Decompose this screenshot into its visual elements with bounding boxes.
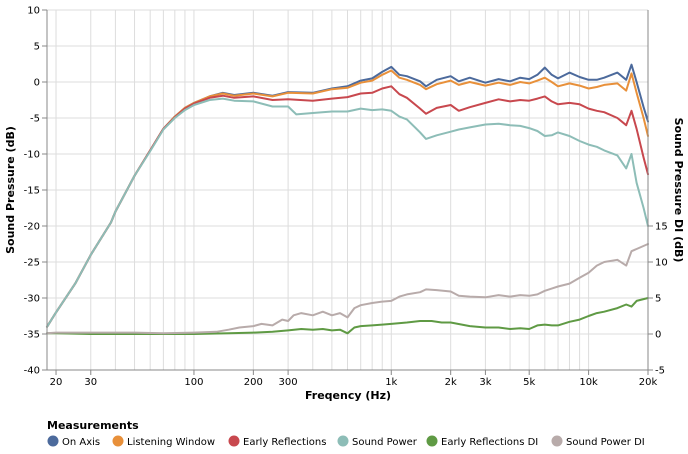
legend-label: Sound Power DI <box>566 437 645 448</box>
y-tick-label: 0 <box>34 78 40 89</box>
legend-label: Listening Window <box>127 437 215 448</box>
y-axis-title: Sound Pressure (dB) <box>4 126 17 254</box>
legend-label: Early Reflections <box>243 437 326 448</box>
series-line-early-reflections-di <box>46 297 649 335</box>
series-line-sound-power-di <box>46 243 649 335</box>
y-axis-right-title: Sound Pressure DI (dB) <box>672 118 685 263</box>
y-tick-label: -10 <box>24 150 40 161</box>
legend: Measurements On Axis Listening Window Earl… <box>47 419 645 448</box>
legend-label: Sound Power <box>352 437 418 448</box>
y-right-tick-label: 5 <box>655 294 661 305</box>
y-tick-label: -35 <box>24 330 40 341</box>
x-tick-label: 1k <box>385 377 397 388</box>
y-right-tick-label: 0 <box>655 330 661 341</box>
x-tick-label: 300 <box>279 377 298 388</box>
y-tick-label: -25 <box>24 258 40 269</box>
x-tick-label: 20 <box>50 377 63 388</box>
legend-symbol <box>337 435 349 447</box>
axis-layer: 10 5 0 -5 -10 -15 -20 -25 -30 -35 -40 15 10 5 0 -5 20 30 1… <box>24 6 668 389</box>
x-tick-label: 200 <box>244 377 263 388</box>
x-tick-label: 20k <box>639 377 658 388</box>
legend-title: Measurements <box>47 419 139 432</box>
series-line-sound-power <box>46 97 649 328</box>
y-right-tick-label: -5 <box>655 366 665 377</box>
grid-layer <box>47 9 649 371</box>
legend-symbol <box>112 435 124 447</box>
x-tick-label: 3k <box>479 377 491 388</box>
y-right-tick-label: 10 <box>655 258 668 269</box>
y-tick-label: -40 <box>24 366 40 377</box>
legend-label: Early Reflections DI <box>441 437 538 448</box>
x-tick-label: 10k <box>579 377 598 388</box>
legend-symbol <box>228 435 240 447</box>
series-layer <box>46 63 649 335</box>
y-tick-label: -15 <box>24 186 40 197</box>
y-tick-label: 5 <box>34 42 40 53</box>
x-axis-title: Freqency (Hz) <box>305 389 391 402</box>
y-tick-label: 10 <box>27 6 40 17</box>
legend-symbol <box>47 435 59 447</box>
legend-symbol <box>551 435 563 447</box>
y-tick-label: -30 <box>24 294 40 305</box>
x-tick-label: 30 <box>84 377 97 388</box>
x-tick-label: 2k <box>445 377 457 388</box>
y-tick-label: -20 <box>24 222 40 233</box>
x-tick-label: 5k <box>523 377 535 388</box>
x-tick-label: 100 <box>184 377 203 388</box>
legend-label: On Axis <box>62 437 100 448</box>
y-right-tick-label: 15 <box>655 222 668 233</box>
y-tick-label: -5 <box>30 114 40 125</box>
legend-symbol <box>426 435 438 447</box>
